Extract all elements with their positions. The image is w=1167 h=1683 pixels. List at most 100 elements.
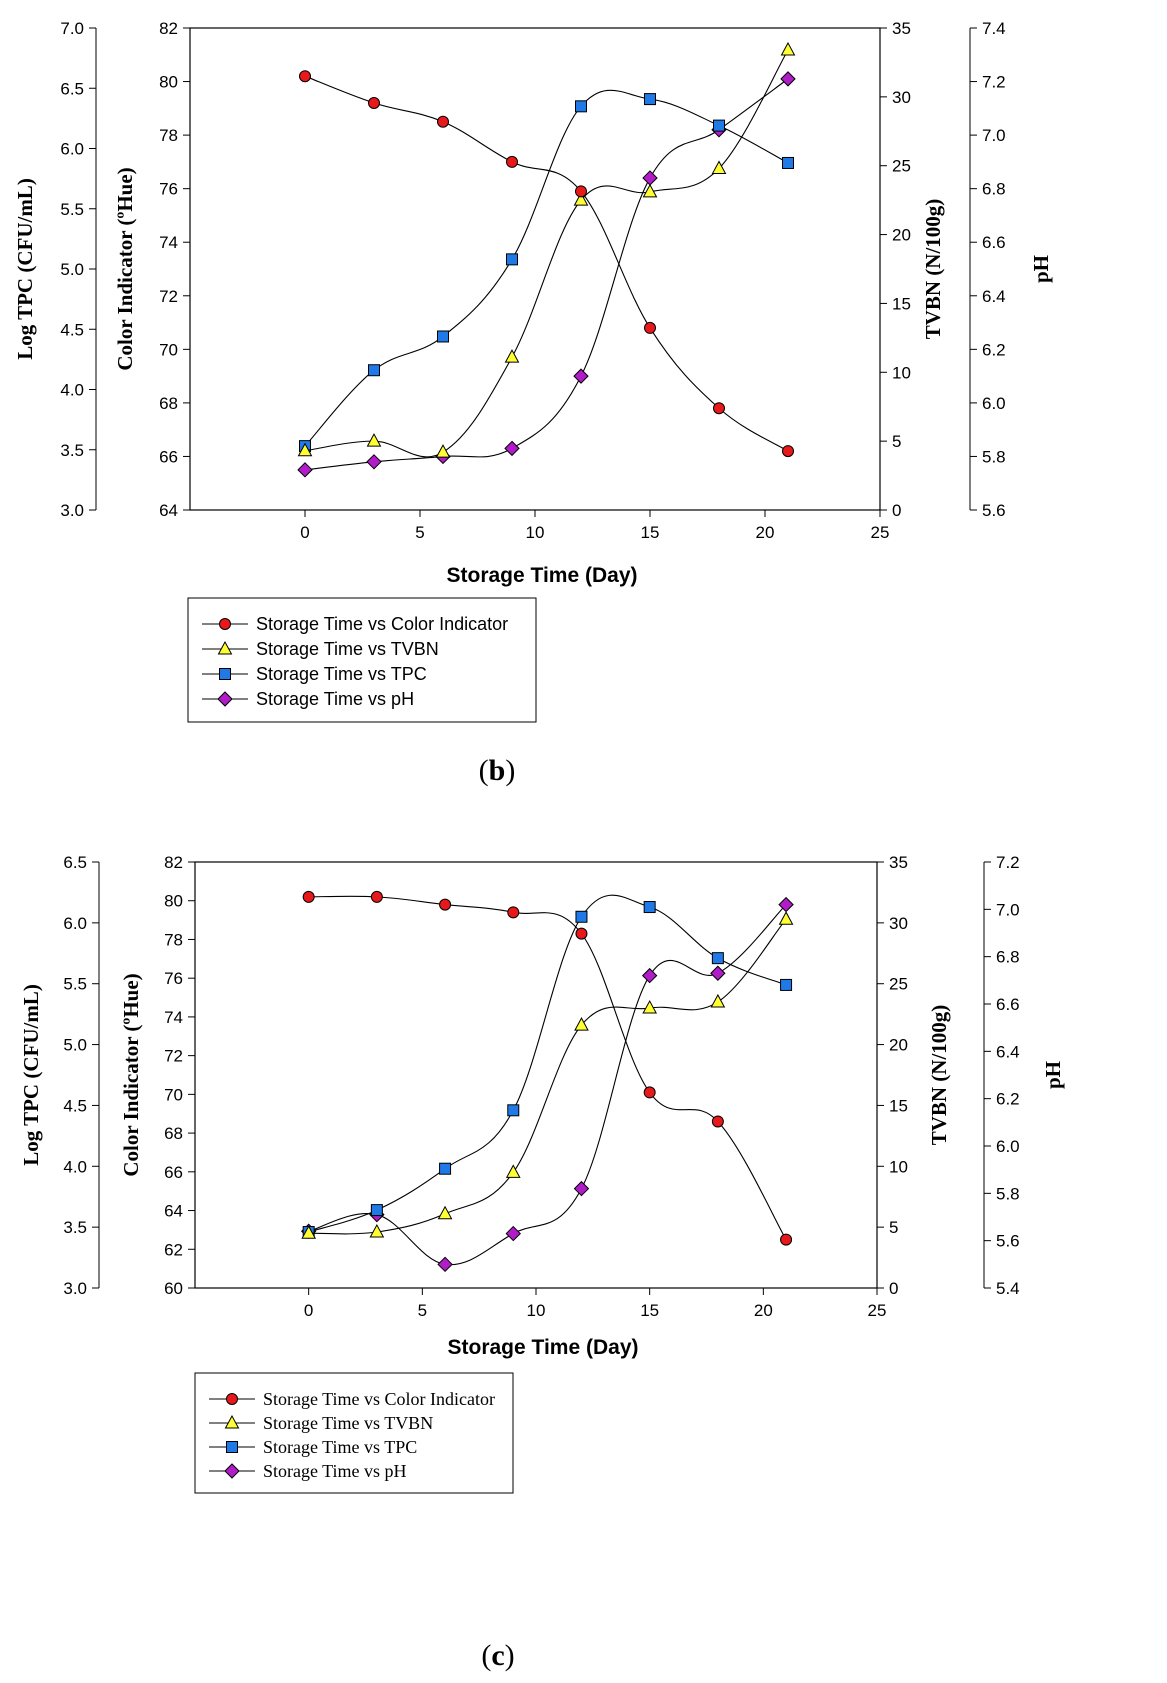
legend-marker (219, 618, 231, 630)
ph-tick-label: 6.8 (982, 180, 1006, 199)
color-axis-label: Color Indicator (ºHue) (119, 973, 143, 1176)
tpc-tick-label: 3.5 (60, 441, 84, 460)
data-point (575, 927, 588, 940)
color-tick-label: 72 (159, 287, 178, 306)
tpc-tick-label: 4.0 (60, 381, 84, 400)
tvbn-tick-label: 15 (889, 1096, 908, 1115)
series-line (304, 75, 789, 452)
tpc-tick-label: 6.0 (63, 914, 87, 933)
color-tick-label: 74 (159, 233, 178, 252)
data-point (506, 253, 518, 266)
data-point (780, 978, 793, 991)
data-point (642, 170, 658, 186)
color-tick-label: 74 (164, 1008, 183, 1027)
x-axis: 0 5 10 15 20 25 Storage Time (Day) (304, 1288, 887, 1359)
caption-open: ( (481, 1639, 491, 1672)
tpc-tick-label: 4.0 (63, 1157, 87, 1176)
tvbn-tick-label: 15 (892, 294, 911, 313)
tpc-axis: 3.0 3.5 4.0 4.5 5.0 5.5 6.0 6.5 Log TPC (CFU/mL) (19, 853, 100, 1298)
data-point (506, 155, 518, 168)
legend-entry: Storage Time vs TVBN (209, 1413, 433, 1433)
chart-panel-c: 0 5 10 15 20 25 Storage Time (Day) 60 62 64 66 68 70… (0, 850, 1167, 1683)
tvbn-axis-label: TVBN (N/100g) (927, 1005, 951, 1146)
data-point (574, 1017, 589, 1031)
ph-tick-label: 6.8 (996, 948, 1020, 967)
data-point (504, 440, 520, 457)
data-point (573, 192, 589, 206)
x-tick-label: 25 (868, 1301, 887, 1320)
data-point (299, 70, 311, 83)
plot-frame (194, 861, 878, 1289)
data-point (780, 1233, 793, 1246)
legend-box (194, 1372, 514, 1494)
data-point (643, 1086, 656, 1099)
legend-marker (224, 1414, 240, 1429)
data-point (507, 1104, 520, 1117)
data-point (778, 911, 794, 925)
tpc-tick-label: 5.0 (63, 1036, 87, 1055)
tvbn-axis: 0 5 10 15 20 25 30 35 TVBN (N/100g) (880, 19, 945, 520)
x-tick-label: 15 (640, 1301, 659, 1320)
data-point (641, 967, 658, 984)
tvbn-tick-label: 10 (889, 1157, 908, 1176)
tvbn-tick-label: 30 (892, 88, 911, 107)
tpc-axis-label: Log TPC (CFU/mL) (19, 984, 43, 1166)
color-axis-label: Color Indicator (ºHue) (113, 167, 137, 370)
x-tick-label: 5 (415, 523, 424, 542)
data-point (573, 368, 589, 384)
legend-label: Storage Time vs Color Indicator (263, 1389, 495, 1409)
series-line (304, 89, 789, 447)
ph-tick-label: 6.4 (982, 287, 1006, 306)
data-point (644, 321, 656, 334)
legend-label: Storage Time vs TVBN (256, 639, 439, 659)
ph-tick-label: 5.6 (996, 1232, 1020, 1251)
data-point (370, 890, 383, 903)
caption-letter: b (489, 754, 506, 787)
series-storage-time-vs-tpc (299, 89, 794, 453)
ph-axis: 5.6 5.8 6.0 6.2 6.4 6.6 6.8 7.0 7.2 7.4 pH (969, 19, 1053, 520)
x-tick-label: 20 (756, 523, 775, 542)
data-point (437, 1205, 453, 1220)
ph-tick-label: 7.2 (982, 73, 1006, 92)
data-point (505, 1225, 521, 1242)
data-point (780, 71, 796, 87)
data-point (710, 993, 726, 1008)
tpc-tick-label: 3.0 (63, 1279, 87, 1298)
data-point (573, 1180, 590, 1197)
legend-entry: Storage Time vs pH (209, 1461, 407, 1481)
color-tick-label: 62 (164, 1240, 183, 1259)
tvbn-tick-label: 20 (892, 226, 911, 245)
ph-axis-label: pH (1041, 1061, 1065, 1089)
tvbn-tick-label: 25 (889, 975, 908, 994)
x-tick-label: 0 (300, 523, 309, 542)
x-axis: 0 5 10 15 20 25 Storage Time (Day) (300, 510, 889, 587)
tpc-tick-label: 5.5 (60, 200, 84, 219)
data-point (370, 1204, 383, 1217)
color-tick-label: 66 (159, 447, 178, 466)
color-indicator-axis: 60 62 64 66 68 70 72 74 76 78 80 82 Color Indicator … (119, 853, 195, 1298)
legend-entry: Storage Time vs Color Indicator (202, 614, 508, 634)
caption-close: ) (505, 1639, 515, 1672)
x-axis-label: Storage Time (Day) (448, 1336, 639, 1359)
data-point (713, 402, 725, 415)
data-point (297, 442, 313, 457)
tvbn-tick-label: 0 (889, 1279, 898, 1298)
color-tick-label: 80 (164, 892, 183, 911)
tpc-tick-label: 3.0 (60, 501, 84, 520)
tvbn-tick-label: 0 (892, 501, 901, 520)
legend-label: Storage Time vs pH (256, 689, 414, 709)
color-tick-label: 60 (164, 1279, 183, 1298)
series-line (304, 78, 789, 471)
color-tick-label: 82 (159, 19, 178, 38)
legend-entry: Storage Time vs TPC (202, 664, 427, 684)
tpc-tick-label: 4.5 (63, 1096, 87, 1115)
tpc-tick-label: 6.0 (60, 140, 84, 159)
color-tick-label: 64 (164, 1202, 183, 1221)
panel-caption: (c) (481, 1639, 514, 1672)
x-tick-label: 10 (527, 1301, 546, 1320)
tpc-tick-label: 4.5 (60, 320, 84, 339)
data-point (782, 445, 794, 458)
tvbn-axis-label: TVBN (N/100g) (921, 199, 945, 340)
ph-tick-label: 6.6 (982, 233, 1006, 252)
legend-marker (217, 691, 233, 707)
